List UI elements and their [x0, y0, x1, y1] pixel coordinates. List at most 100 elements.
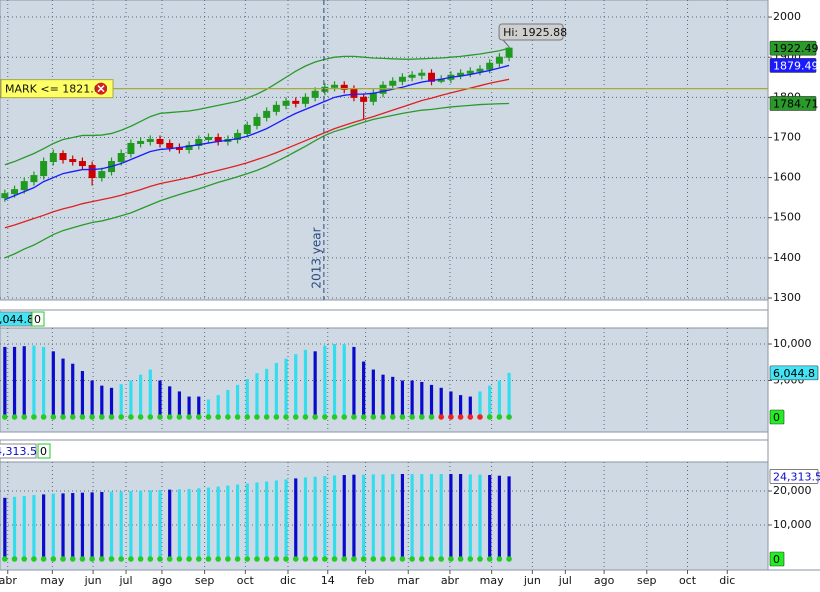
volume-bar — [255, 482, 259, 560]
overlay: 130014001500160017001800190020001922.491… — [0, 10, 820, 587]
header-signal-box — [37, 443, 51, 459]
signal-dot — [283, 556, 289, 562]
signal-dot — [360, 414, 367, 420]
candle-body — [49, 153, 57, 163]
volume-bar — [51, 493, 55, 560]
signal-dot — [322, 414, 328, 420]
candle-body — [321, 86, 329, 92]
volume-bar — [206, 487, 211, 560]
signal-dot — [486, 414, 493, 420]
last-value-label-box — [769, 40, 817, 56]
signal-dot — [273, 414, 280, 420]
remove-icon-x — [97, 85, 105, 93]
volume-bar — [284, 358, 288, 417]
signal-dot — [225, 414, 231, 420]
signal-dot — [50, 414, 57, 420]
signal-dot — [457, 414, 464, 420]
signal-dot — [166, 414, 173, 420]
signal-dot — [399, 556, 406, 562]
signal-dot — [409, 414, 415, 420]
signal-dot — [50, 556, 57, 562]
x-tick-label: jul — [119, 574, 133, 587]
volume-bar — [313, 351, 317, 417]
volume-bar — [342, 344, 346, 417]
signal-dot — [21, 556, 28, 562]
volume-bar — [429, 473, 434, 560]
candle-body — [428, 72, 436, 82]
last-value-label: 24,313.5 — [773, 470, 820, 483]
signal-dot — [419, 556, 425, 562]
candle-body — [117, 153, 125, 163]
volume-bar — [323, 345, 327, 417]
volume-bar — [265, 368, 269, 417]
signal-dot — [448, 556, 454, 562]
signal-dot — [254, 556, 260, 562]
signal-dot — [312, 556, 318, 562]
volume-bar — [439, 473, 443, 560]
signal-dot — [31, 414, 37, 420]
volume-bar — [468, 474, 472, 560]
volume-bar — [235, 484, 240, 560]
last-value-label: 6,044.8 — [773, 367, 815, 380]
signal-dot — [263, 556, 270, 562]
candle-body — [476, 68, 484, 72]
candle-body — [78, 161, 86, 167]
signal-value-label-box — [769, 409, 785, 425]
candle-body — [272, 104, 280, 112]
volume-bar — [449, 391, 453, 417]
candle-body — [292, 100, 300, 104]
volume-bar — [90, 492, 94, 560]
header-value: 6,044.8 — [0, 313, 34, 326]
volume-bar — [42, 346, 46, 417]
volume-bar — [71, 363, 75, 417]
volume-bar — [168, 386, 172, 417]
candle-body — [137, 140, 145, 144]
volume-bar — [371, 369, 375, 417]
high-pointer — [502, 39, 510, 48]
signal-dot — [176, 556, 183, 562]
volume-bar — [22, 346, 26, 417]
volume-bar — [497, 475, 501, 560]
signal-dot — [477, 414, 483, 420]
x-tick-label: dic — [280, 574, 296, 587]
x-tick-label: abr — [441, 574, 460, 587]
volume-bar — [119, 384, 123, 417]
signal-dot — [186, 556, 192, 562]
volume-bar — [177, 489, 181, 560]
volume-bar — [61, 358, 65, 417]
volume-bar — [177, 391, 181, 417]
header-signal-box — [31, 311, 45, 327]
signal-dot — [496, 556, 503, 562]
candle-body — [389, 80, 397, 86]
price-plot — [0, 0, 768, 300]
mark-label: MARK <= 1821.60 — [5, 83, 108, 96]
signal-dot — [195, 414, 202, 420]
volume-bar — [420, 473, 424, 560]
high-label-box — [498, 23, 564, 41]
volume-bar — [303, 349, 308, 417]
year-label: 2013 year — [309, 227, 323, 288]
volume-bar — [139, 490, 143, 560]
signal-dot — [244, 414, 251, 420]
signal-dot — [331, 556, 338, 562]
candle-body — [311, 90, 319, 98]
volume-bar — [255, 373, 259, 417]
signal-dot — [99, 556, 105, 562]
y-tick-label: 1300 — [773, 291, 801, 304]
volume-bar — [497, 380, 501, 417]
x-tick-label: oct — [679, 574, 697, 587]
candle-body — [204, 136, 212, 140]
volume-bar — [459, 395, 463, 417]
indicator-line — [4, 78, 510, 229]
panel-header — [0, 309, 769, 329]
volume-bar — [80, 492, 85, 560]
signal-dot — [419, 414, 425, 420]
signal-dot — [147, 414, 154, 420]
header-value-box — [0, 311, 32, 327]
candle-body — [495, 56, 503, 64]
signal-dot — [351, 556, 357, 562]
y-tick-label: 1700 — [773, 130, 801, 143]
signal-dot — [234, 414, 241, 420]
signal-dot — [157, 414, 163, 420]
